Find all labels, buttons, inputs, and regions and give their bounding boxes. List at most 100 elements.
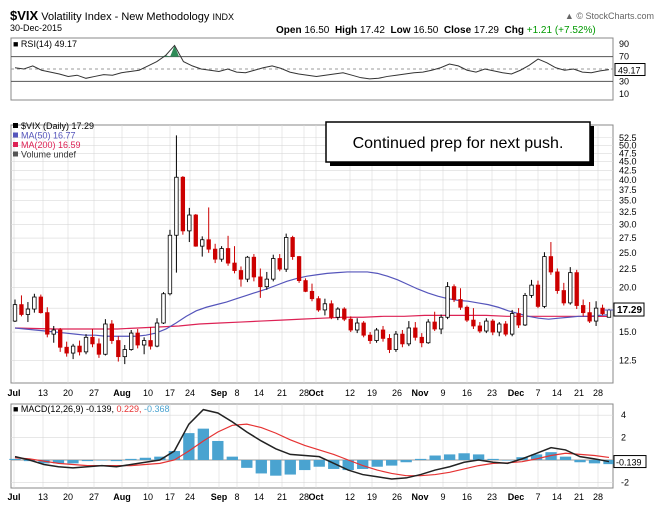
legend-swatch (13, 123, 18, 128)
candle-body (419, 336, 424, 344)
candle-body (600, 307, 605, 314)
candle-body (522, 294, 528, 326)
legend-swatch (13, 132, 18, 138)
macd-x-tick-label: 10 (143, 492, 153, 502)
macd-x-tick-label: 28 (299, 492, 309, 502)
x-tick-label: 17 (165, 388, 175, 398)
candle-body (322, 303, 328, 311)
candle-body (19, 304, 24, 315)
macd-histogram-bar (81, 460, 94, 462)
candle-body (400, 333, 405, 345)
macd-x-tick-label: 21 (574, 492, 584, 502)
macd-histogram-bar (458, 453, 470, 460)
macd-x-tick-label: 24 (185, 492, 195, 502)
macd-x-tick-label: 12 (345, 492, 355, 502)
macd-histogram-bar (400, 460, 412, 463)
index-name: Volatility Index - New Methodology (41, 11, 210, 23)
candle-body (258, 276, 263, 288)
annotation-frame (325, 121, 591, 163)
macd-histogram-bar (168, 451, 181, 460)
rsi-last-value: 49.17 (618, 66, 641, 76)
macd-histogram-bar (574, 460, 586, 463)
macd-histogram-bar (212, 440, 224, 460)
x-tick-label: 12 (345, 388, 355, 398)
candle-body (51, 329, 56, 335)
macd-tick-label: 2 (621, 433, 626, 443)
candle-body (251, 256, 257, 278)
macd-histogram-bar (299, 460, 311, 471)
candle-body (413, 327, 418, 338)
price-tick-label: 45.0 (619, 157, 637, 167)
rsi-title: ■ RSI(14) 49.17 (13, 39, 77, 49)
candle-body (477, 325, 483, 332)
rsi-tick-label: 30 (619, 76, 629, 86)
rsi-line (14, 44, 610, 80)
candle-body (548, 256, 554, 273)
candle-body (116, 340, 121, 358)
candle-body (348, 318, 353, 331)
candle-body (503, 323, 508, 335)
price-tick-label: 20.0 (619, 282, 637, 292)
candle-body (12, 304, 18, 322)
x-tick-label: 19 (367, 388, 377, 398)
candle-body (58, 329, 63, 348)
macd-title: ■ MACD(12,26,9) -0.139, 0.229, -0.368 (13, 404, 170, 414)
macd-histogram-bar (154, 456, 166, 460)
macd-x-tick-label: 17 (165, 492, 175, 502)
macd-histogram-bar (443, 454, 456, 460)
candle-body (380, 329, 386, 339)
annotation-box: Continued prep for next push. (325, 121, 594, 166)
macd-title-part: -0.368 (142, 404, 170, 414)
candle-body (83, 336, 89, 353)
macd-x-tick-label: 8 (234, 492, 239, 502)
candle-body (497, 323, 502, 333)
candle-body (109, 323, 115, 341)
macd-histogram-bar (139, 457, 152, 460)
candle-body (542, 256, 547, 307)
candle-body (309, 290, 315, 300)
low-value: 16.50 (413, 25, 439, 36)
candle-body (490, 320, 495, 333)
candle-body (464, 306, 470, 321)
price-last-value-box (613, 302, 645, 317)
high-value: 17.42 (359, 25, 385, 36)
macd-x-tick-label: 21 (277, 492, 287, 502)
x-tick-label: 14 (254, 388, 264, 398)
legend-swatch (13, 142, 18, 147)
x-tick-label: 20 (63, 388, 73, 398)
open-value: 16.50 (304, 25, 330, 36)
macd-x-tick-label: Nov (411, 492, 428, 502)
macd-x-tick-label: 26 (392, 492, 402, 502)
exchange: INDX (212, 12, 234, 22)
candle-body (206, 239, 211, 250)
macd-x-tick-label: 13 (38, 492, 48, 502)
x-tick-label: 13 (38, 388, 48, 398)
candle-body (277, 258, 282, 270)
macd-tick-label: -2 (621, 477, 629, 487)
candle-body (264, 278, 269, 288)
candle-body (361, 322, 366, 336)
x-tick-label: 21 (277, 388, 287, 398)
macd-histogram-bar (559, 456, 572, 460)
x-tick-label: Sep (211, 388, 228, 398)
candle-body (38, 296, 43, 314)
candle-body (284, 237, 289, 270)
high-label: High (334, 25, 358, 36)
candle-body (135, 332, 140, 346)
candle-body (316, 298, 321, 311)
macd-x-tick-label: 14 (552, 492, 562, 502)
close-label: Close (443, 25, 472, 36)
price-tick-label: 42.5 (619, 166, 637, 176)
candle-body (64, 346, 69, 354)
candle-body (225, 248, 231, 264)
macd-x-tick-label: Jul (7, 492, 20, 502)
x-tick-label: 28 (593, 388, 603, 398)
macd-histogram-bar (183, 433, 195, 460)
macd-x-tick-label: 14 (254, 492, 264, 502)
macd-line (14, 408, 610, 480)
candle-body (561, 290, 566, 304)
macd-x-tick-label: 28 (593, 492, 603, 502)
macd-histogram-bar (197, 428, 209, 460)
candle-body (219, 248, 224, 260)
candle-body (32, 296, 37, 310)
